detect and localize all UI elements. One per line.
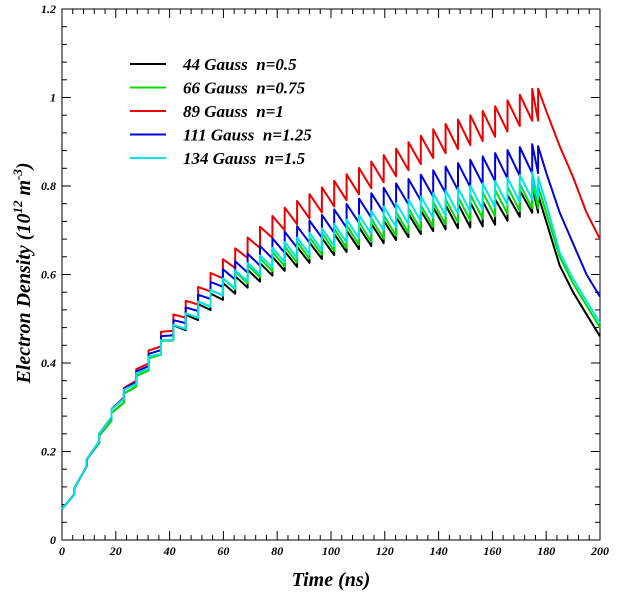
y-axis-label-sup2: -3 (10, 169, 25, 180)
x-tick-label: 120 (376, 544, 394, 558)
x-tick-label: 60 (217, 544, 229, 558)
series-line (61, 171, 601, 510)
legend-entry: 111 Gauss n=1.25 (183, 126, 312, 145)
y-axis-label-main: Electron Density (10 (13, 214, 35, 385)
y-tick-label: 0.4 (41, 356, 56, 370)
axis-tick-labels: 0 20 40 60 80 100 120 140 160 180 200 0 0.2 0.4 0.6 0.8… (41, 2, 609, 558)
y-tick-label: 1 (50, 91, 56, 105)
x-tick-label: 40 (163, 544, 176, 558)
series-line (61, 87, 601, 510)
y-axis-label-mid: m (13, 180, 35, 201)
axis-ticks (61, 8, 601, 541)
y-tick-label: 0.2 (41, 445, 56, 459)
y-tick-label: 0 (50, 533, 56, 547)
x-tick-label: 100 (322, 544, 340, 558)
legend-entry: 134 Gauss n=1.5 (183, 149, 306, 168)
plot-frame (61, 8, 601, 541)
x-tick-label: 180 (537, 544, 555, 558)
y-tick-label: 1.2 (41, 2, 56, 16)
y-axis-label-sup1: 12 (10, 200, 25, 214)
y-tick-label: 0.6 (41, 268, 56, 282)
legend-entry: 66 Gauss n=0.75 (183, 79, 306, 98)
y-axis-label: Electron Density (1012 m-3) (10, 162, 35, 384)
x-tick-label: 160 (483, 544, 501, 558)
x-tick-label: 80 (271, 544, 283, 558)
x-axis-label: Time (ns) (292, 569, 371, 591)
series-line (61, 185, 601, 510)
legend-entry: 44 Gauss n=0.5 (182, 55, 297, 74)
series-line (61, 179, 601, 510)
y-axis-label-end: ) (13, 162, 35, 171)
x-tick-label: 200 (590, 544, 609, 558)
y-tick-label: 0.8 (41, 179, 56, 193)
series-lines (61, 87, 601, 510)
x-tick-label: 0 (59, 544, 65, 558)
x-tick-label: 140 (430, 544, 448, 558)
legend-entry: 89 Gauss n=1 (183, 102, 284, 121)
legend: 44 Gauss n=0.5 66 Gauss n=0.75 89 Gauss n=… (130, 55, 312, 168)
x-tick-label: 20 (109, 544, 122, 558)
